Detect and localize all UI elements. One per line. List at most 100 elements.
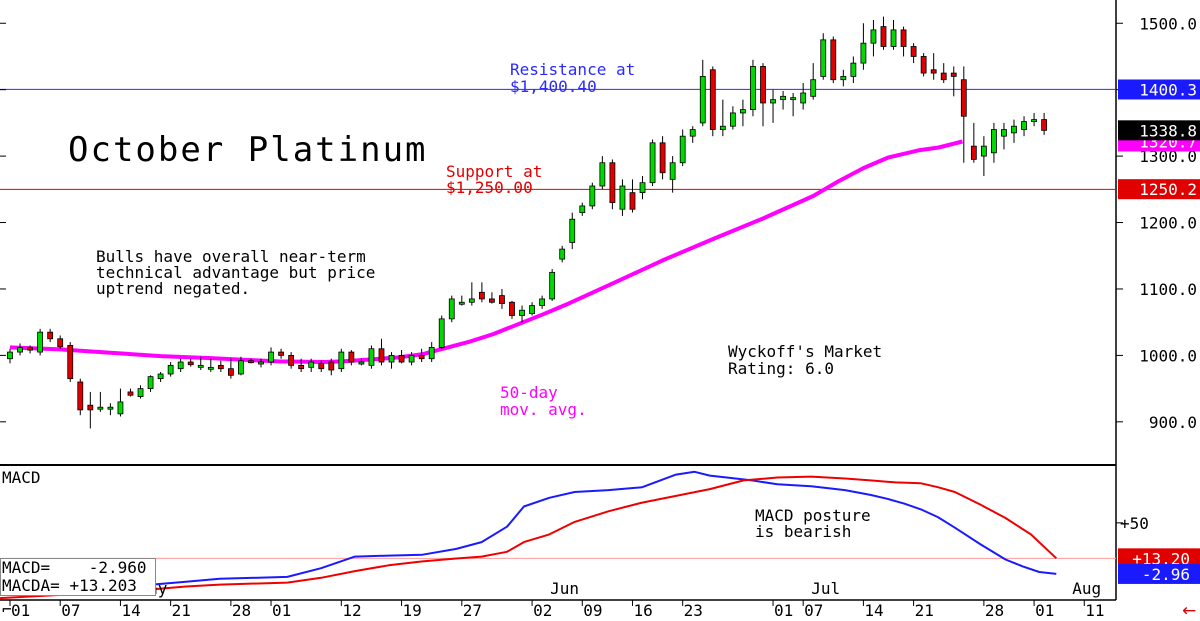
candle-body xyxy=(408,354,415,363)
candle-body xyxy=(770,99,776,104)
candle-body xyxy=(448,298,455,320)
candle-body xyxy=(609,162,616,204)
candle-body xyxy=(629,192,636,210)
chart-frame xyxy=(0,0,1117,601)
candle xyxy=(820,33,827,80)
y-tick-label: 1500.0 xyxy=(1139,14,1197,33)
candle-body xyxy=(780,95,786,101)
candle xyxy=(960,66,967,163)
candle xyxy=(840,69,847,87)
candle xyxy=(489,292,495,304)
candle-body xyxy=(930,69,937,74)
candle-body xyxy=(579,205,586,213)
candle xyxy=(408,352,415,366)
macd-layer: +50 +13.20-2.96 xyxy=(0,470,1200,600)
price-box: 1400.3 xyxy=(1118,79,1200,100)
candle xyxy=(248,358,254,364)
macd-readout-value: -2.960 xyxy=(88,558,147,577)
candle xyxy=(177,358,184,372)
candle xyxy=(509,300,515,319)
candle xyxy=(699,59,706,127)
macd-value-box-label: -2.96 xyxy=(1142,565,1190,584)
candle xyxy=(649,139,656,186)
candle-body xyxy=(117,401,124,415)
candle xyxy=(659,136,666,180)
candle-body xyxy=(1021,121,1027,130)
moving-average-layer xyxy=(9,139,963,364)
candle xyxy=(539,295,546,309)
candle-body xyxy=(559,248,566,260)
candle-body xyxy=(378,348,385,363)
support-label-line1: Support at xyxy=(446,162,542,181)
x-day-label: 01 xyxy=(1035,601,1054,620)
candle xyxy=(328,358,335,376)
candle-body xyxy=(860,42,867,64)
candle-body xyxy=(489,298,495,303)
candle xyxy=(800,83,807,110)
macd-value-box: +13.20 xyxy=(1118,548,1200,569)
candle-body xyxy=(689,129,696,137)
candle-body xyxy=(890,29,897,47)
candle xyxy=(599,156,606,190)
candle xyxy=(790,93,797,117)
candle-body xyxy=(57,338,64,348)
candle xyxy=(519,305,525,323)
macd-annotation-line2: is bearish xyxy=(755,522,851,541)
candle-body xyxy=(719,125,726,130)
candle-body xyxy=(499,295,505,304)
bulls-annotation-line3: uptrend negated. xyxy=(96,279,250,298)
x-axis-labels: MayJunJulAug0107142128011219270209162301… xyxy=(9,579,1105,620)
candle-body xyxy=(248,360,254,364)
x-day-label: 01 xyxy=(774,601,793,620)
candle-body xyxy=(740,109,746,114)
candle-body xyxy=(227,368,234,376)
candle-body xyxy=(388,354,395,363)
candle xyxy=(378,338,385,366)
candle-body xyxy=(850,62,857,77)
candle xyxy=(7,348,13,364)
candle xyxy=(991,122,997,163)
candle xyxy=(970,122,977,163)
x-month-label: Jun xyxy=(550,579,579,598)
x-day-label: 19 xyxy=(403,601,422,620)
candle-body xyxy=(318,362,325,370)
candle-body xyxy=(649,142,656,184)
candle xyxy=(920,53,927,77)
candle xyxy=(238,356,244,376)
candle-body xyxy=(217,364,224,370)
candle-body xyxy=(519,309,525,316)
candle-body xyxy=(107,406,114,410)
candle xyxy=(137,385,144,399)
candle xyxy=(940,63,947,84)
x-day-label: 01 xyxy=(272,601,291,620)
candle xyxy=(880,16,887,50)
resistance-label-line2: $1,400.40 xyxy=(510,77,597,96)
candle-body xyxy=(177,361,184,370)
candle-body xyxy=(800,92,807,104)
candle xyxy=(1041,112,1048,135)
price-box-label: 1338.8 xyxy=(1139,121,1197,140)
candle-body xyxy=(509,301,515,316)
x-day-label: 01 xyxy=(11,601,30,620)
candle xyxy=(17,343,23,356)
x-day-label: 07 xyxy=(804,601,823,620)
candle xyxy=(870,19,877,57)
candle-body xyxy=(278,351,284,356)
candle xyxy=(268,347,274,366)
candle xyxy=(810,63,817,100)
scroll-left-arrow-icon[interactable]: ← xyxy=(1182,601,1196,621)
candle xyxy=(689,126,696,143)
candle-body xyxy=(328,361,335,371)
x-day-label: 07 xyxy=(61,601,80,620)
candle xyxy=(77,378,84,416)
candle-body xyxy=(699,75,706,124)
candle-body xyxy=(619,185,626,210)
candle-body xyxy=(840,75,847,81)
x-day-label: 21 xyxy=(172,601,191,620)
candle-body xyxy=(268,351,274,363)
bulls-annotation-line2: technical advantage but price xyxy=(96,263,375,282)
candle-body xyxy=(67,345,74,380)
candles-layer xyxy=(7,16,1048,429)
macda-line xyxy=(0,475,1057,600)
